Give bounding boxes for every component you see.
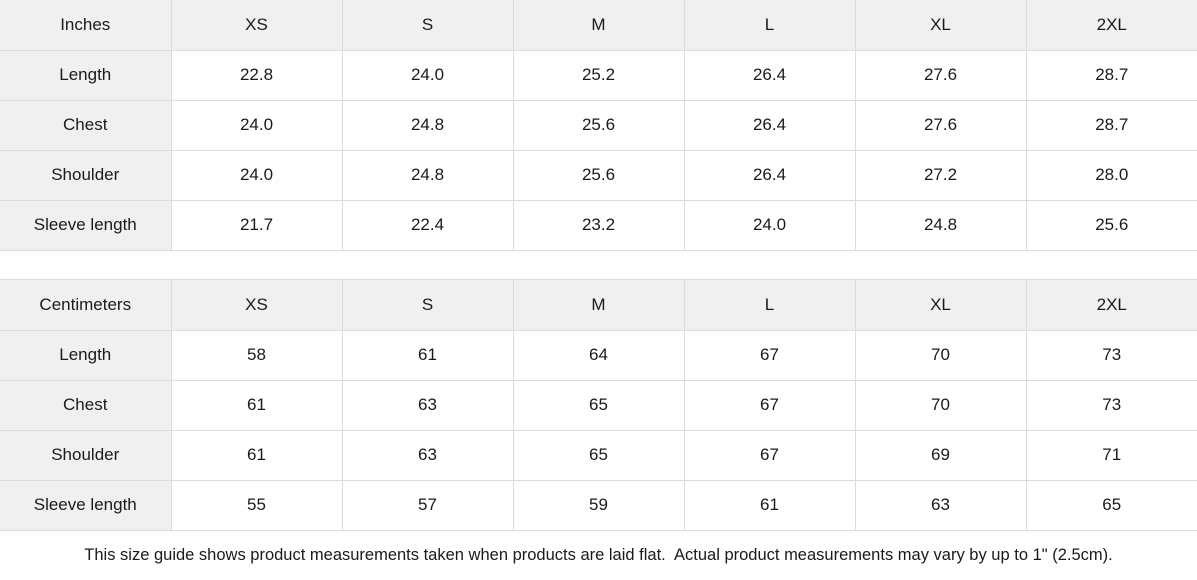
- inches-table-body: Inches XS S M L XL 2XL Length 22.8 24.0 25.2 26.4 27…: [0, 0, 1197, 251]
- row-label-cell: Shoulder: [0, 149, 172, 201]
- measurement-cell: 27.6: [854, 99, 1027, 151]
- measurement-cell: 65: [512, 429, 685, 481]
- measurement-cell: 71: [1025, 429, 1197, 481]
- measurement-cell: 28.7: [1025, 99, 1197, 151]
- measurement-cell: 23.2: [512, 199, 685, 251]
- measurement-cell: 22.4: [341, 199, 514, 251]
- size-column-header: 2XL: [1025, 279, 1197, 331]
- measurement-cell: 65: [512, 379, 685, 431]
- measurement-cell: 57: [341, 479, 514, 531]
- measurement-cell: 67: [683, 429, 856, 481]
- measurement-cell: 25.6: [1025, 199, 1197, 251]
- unit-label-cell: Inches: [0, 0, 172, 51]
- row-label-cell: Length: [0, 49, 172, 101]
- measurement-row: Shoulder 61 63 65 67 69 71: [0, 429, 1197, 481]
- measurement-cell: 58: [170, 329, 343, 381]
- size-column-header: M: [512, 279, 685, 331]
- measurement-cell: 27.6: [854, 49, 1027, 101]
- size-column-header: XL: [854, 279, 1027, 331]
- row-label-cell: Shoulder: [0, 429, 172, 481]
- size-header-row: Inches XS S M L XL 2XL: [0, 0, 1197, 51]
- measurement-cell: 63: [341, 379, 514, 431]
- measurement-cell: 59: [512, 479, 685, 531]
- measurement-row: Length 22.8 24.0 25.2 26.4 27.6 28.7: [0, 49, 1197, 101]
- row-label-cell: Sleeve length: [0, 479, 172, 531]
- measurement-cell: 27.2: [854, 149, 1027, 201]
- measurement-cell: 24.0: [170, 99, 343, 151]
- measurement-row: Length 58 61 64 67 70 73: [0, 329, 1197, 381]
- measurement-cell: 21.7: [170, 199, 343, 251]
- centimeters-table-body: Centimeters XS S M L XL 2XL Length 58 61 64 67 70 73 C…: [0, 279, 1197, 531]
- size-column-header: XS: [170, 279, 343, 331]
- measurement-cell: 61: [341, 329, 514, 381]
- row-label-cell: Chest: [0, 99, 172, 151]
- measurement-cell: 63: [341, 429, 514, 481]
- measurement-cell: 26.4: [683, 99, 856, 151]
- measurement-cell: 70: [854, 379, 1027, 431]
- size-column-header: XS: [170, 0, 343, 51]
- row-label-cell: Length: [0, 329, 172, 381]
- measurement-cell: 70: [854, 329, 1027, 381]
- measurement-cell: 26.4: [683, 49, 856, 101]
- measurement-cell: 69: [854, 429, 1027, 481]
- measurement-cell: 61: [170, 379, 343, 431]
- centimeters-size-table: Centimeters XS S M L XL 2XL Length 58 61 64 67 70 73 C…: [0, 279, 1197, 531]
- measurement-cell: 24.8: [341, 99, 514, 151]
- measurement-cell: 73: [1025, 379, 1197, 431]
- measurement-cell: 55: [170, 479, 343, 531]
- measurement-row: Shoulder 24.0 24.8 25.6 26.4 27.2 28.0: [0, 149, 1197, 201]
- measurement-cell: 65: [1025, 479, 1197, 531]
- size-column-header: S: [341, 0, 514, 51]
- measurement-cell: 64: [512, 329, 685, 381]
- measurement-row: Sleeve length 55 57 59 61 63 65: [0, 479, 1197, 531]
- measurement-row: Chest 61 63 65 67 70 73: [0, 379, 1197, 431]
- size-column-header: XL: [854, 0, 1027, 51]
- measurement-cell: 28.0: [1025, 149, 1197, 201]
- measurement-cell: 25.6: [512, 149, 685, 201]
- inches-size-table: Inches XS S M L XL 2XL Length 22.8 24.0 25.2 26.4 27…: [0, 0, 1197, 251]
- size-column-header: L: [683, 279, 856, 331]
- row-label-cell: Chest: [0, 379, 172, 431]
- unit-label-cell: Centimeters: [0, 279, 172, 331]
- size-column-header: S: [341, 279, 514, 331]
- measurement-cell: 61: [170, 429, 343, 481]
- measurement-cell: 24.8: [854, 199, 1027, 251]
- row-label-cell: Sleeve length: [0, 199, 172, 251]
- measurement-cell: 28.7: [1025, 49, 1197, 101]
- size-guide-note: This size guide shows product measuremen…: [0, 530, 1197, 580]
- measurement-cell: 24.0: [683, 199, 856, 251]
- size-header-row: Centimeters XS S M L XL 2XL: [0, 279, 1197, 331]
- size-column-header: L: [683, 0, 856, 51]
- size-column-header: M: [512, 0, 685, 51]
- measurement-row: Sleeve length 21.7 22.4 23.2 24.0 24.8 25.6: [0, 199, 1197, 251]
- measurement-cell: 73: [1025, 329, 1197, 381]
- measurement-cell: 24.0: [341, 49, 514, 101]
- measurement-cell: 26.4: [683, 149, 856, 201]
- measurement-cell: 24.0: [170, 149, 343, 201]
- measurement-cell: 63: [854, 479, 1027, 531]
- section-divider: [0, 250, 1197, 280]
- measurement-cell: 25.2: [512, 49, 685, 101]
- size-column-header: 2XL: [1025, 0, 1197, 51]
- measurement-cell: 61: [683, 479, 856, 531]
- measurement-cell: 67: [683, 379, 856, 431]
- measurement-row: Chest 24.0 24.8 25.6 26.4 27.6 28.7: [0, 99, 1197, 151]
- measurement-cell: 22.8: [170, 49, 343, 101]
- measurement-cell: 67: [683, 329, 856, 381]
- measurement-cell: 24.8: [341, 149, 514, 201]
- measurement-cell: 25.6: [512, 99, 685, 151]
